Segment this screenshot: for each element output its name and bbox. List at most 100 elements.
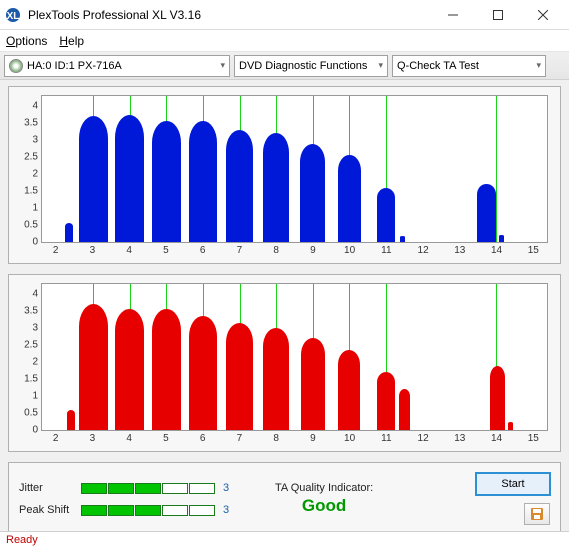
- x-tick: 7: [237, 245, 243, 256]
- y-tick: 1: [32, 203, 38, 214]
- x-tick: 15: [528, 433, 539, 444]
- jitter-row: Jitter 3: [19, 482, 235, 494]
- bar-segment: [108, 505, 134, 516]
- peak: [377, 188, 395, 242]
- jitter-value: 3: [223, 482, 235, 494]
- x-tick: 10: [344, 245, 355, 256]
- peak: [300, 144, 325, 242]
- disc-icon: [9, 59, 23, 73]
- chevron-down-icon: ▾: [536, 60, 541, 71]
- peak: [65, 223, 73, 242]
- peak: [79, 116, 108, 242]
- x-tick: 4: [126, 433, 132, 444]
- peak: [508, 422, 513, 430]
- peak: [263, 328, 289, 430]
- y-tick: 2.5: [24, 340, 38, 351]
- peak: [377, 372, 395, 430]
- y-tick: 1: [32, 391, 38, 402]
- peak: [67, 410, 75, 430]
- bar-segment: [135, 505, 161, 516]
- menu-bar: Options Help: [0, 30, 569, 52]
- minimize-button[interactable]: [430, 0, 475, 30]
- x-tick: 10: [344, 433, 355, 444]
- x-tick: 13: [454, 245, 465, 256]
- chevron-down-icon: ▾: [378, 60, 383, 71]
- y-tick: 3.5: [24, 118, 38, 129]
- status-text: Ready: [6, 534, 38, 546]
- test-selector[interactable]: Q-Check TA Test ▾: [392, 55, 546, 77]
- bar-segment: [189, 505, 215, 516]
- test-label: Q-Check TA Test: [397, 60, 479, 72]
- x-tick: 6: [200, 433, 206, 444]
- drive-label: HA:0 ID:1 PX-716A: [27, 60, 122, 72]
- function-label: DVD Diagnostic Functions: [239, 60, 367, 72]
- results-panel: Jitter 3 Peak Shift 3 TA Quality Indicat…: [8, 462, 561, 536]
- peak-shift-row: Peak Shift 3: [19, 504, 235, 516]
- peak: [263, 133, 289, 242]
- x-tick: 2: [53, 245, 59, 256]
- x-tick: 9: [310, 433, 316, 444]
- bar-segment: [81, 505, 107, 516]
- peak: [399, 389, 410, 430]
- x-tick: 2: [53, 433, 59, 444]
- x-tick: 14: [491, 245, 502, 256]
- svg-text:XL: XL: [7, 11, 20, 22]
- start-button[interactable]: Start: [476, 473, 550, 495]
- ta-quality-block: TA Quality Indicator: Good: [275, 482, 373, 516]
- menu-help[interactable]: Help: [59, 34, 84, 48]
- x-tick: 9: [310, 245, 316, 256]
- peak: [400, 236, 405, 242]
- y-tick: 2: [32, 169, 38, 180]
- y-tick: 4: [32, 101, 38, 112]
- x-tick: 11: [381, 245, 391, 256]
- x-tick: 5: [163, 245, 169, 256]
- peak: [499, 235, 504, 242]
- save-icon-button[interactable]: [524, 503, 550, 525]
- bottom-chart: 00.511.522.533.54: [41, 283, 548, 431]
- peak-shift-value: 3: [223, 504, 235, 516]
- x-tick: 8: [273, 245, 279, 256]
- x-tick: 14: [491, 433, 502, 444]
- y-tick: 0.5: [24, 408, 38, 419]
- peak: [301, 338, 325, 430]
- y-tick: 0.5: [24, 220, 38, 231]
- top-chart-panel: 00.511.522.533.54 23456789101112131415: [8, 86, 561, 264]
- peak: [226, 130, 253, 242]
- y-tick: 3: [32, 323, 38, 334]
- ta-quality-value: Good: [275, 496, 373, 516]
- x-tick: 11: [381, 433, 391, 444]
- menu-options[interactable]: Options: [6, 34, 47, 48]
- function-selector[interactable]: DVD Diagnostic Functions ▾: [234, 55, 388, 77]
- bar-segment: [135, 483, 161, 494]
- bar-segment: [81, 483, 107, 494]
- close-button[interactable]: [520, 0, 565, 30]
- main-content: 00.511.522.533.54 23456789101112131415 0…: [0, 80, 569, 536]
- x-tick: 3: [90, 433, 96, 444]
- x-tick: 15: [528, 245, 539, 256]
- peak: [115, 115, 144, 242]
- y-tick: 0: [32, 425, 38, 436]
- peak: [79, 304, 108, 430]
- bottom-chart-panel: 00.511.522.533.54 23456789101112131415: [8, 274, 561, 452]
- peak: [152, 309, 181, 430]
- peak: [152, 121, 181, 242]
- peak-shift-label: Peak Shift: [19, 504, 81, 516]
- x-tick: 12: [418, 245, 429, 256]
- bar-segment: [189, 483, 215, 494]
- toolbar: HA:0 ID:1 PX-716A ▾ DVD Diagnostic Funct…: [0, 52, 569, 80]
- x-tick: 4: [126, 245, 132, 256]
- peak: [226, 323, 253, 430]
- x-tick: 12: [418, 433, 429, 444]
- maximize-button[interactable]: [475, 0, 520, 30]
- bar-segment: [108, 483, 134, 494]
- gridline: [496, 96, 497, 242]
- x-tick: 5: [163, 433, 169, 444]
- app-icon: XL: [4, 6, 22, 24]
- jitter-label: Jitter: [19, 482, 81, 494]
- title-bar: XL PlexTools Professional XL V3.16: [0, 0, 569, 30]
- y-tick: 4: [32, 289, 38, 300]
- drive-selector[interactable]: HA:0 ID:1 PX-716A ▾: [4, 55, 230, 77]
- y-tick: 2: [32, 357, 38, 368]
- peak: [477, 184, 495, 242]
- y-tick: 3.5: [24, 306, 38, 317]
